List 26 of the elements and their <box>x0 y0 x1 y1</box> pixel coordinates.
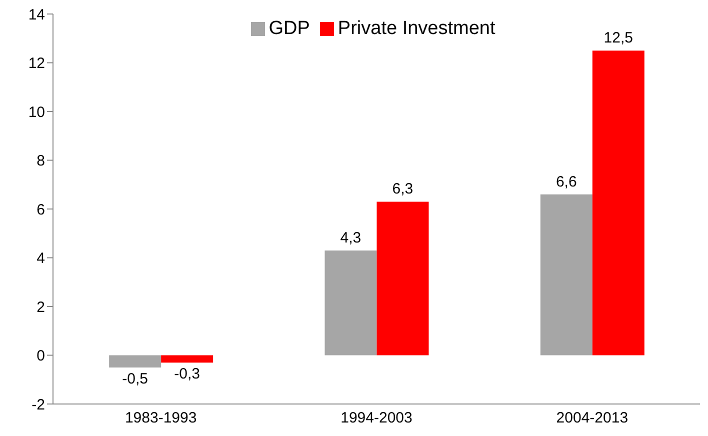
data-label: 6,3 <box>392 180 414 198</box>
y-tick-label: 6 <box>36 201 45 218</box>
x-tick-label: 1983-1993 <box>124 410 197 427</box>
y-tick-label: 8 <box>36 152 45 170</box>
legend-label: Private Investment <box>338 18 496 39</box>
bar <box>109 355 162 368</box>
y-tick-label: 12 <box>28 55 45 72</box>
y-tick-label: -2 <box>32 396 45 414</box>
bar <box>540 194 592 356</box>
x-tick-label: 2004-2013 <box>556 410 628 427</box>
bar <box>161 355 214 363</box>
data-label: -0,5 <box>122 370 148 388</box>
x-tick-label: 1994-2003 <box>340 410 412 427</box>
data-label: 12,5 <box>604 30 634 47</box>
legend-label: GDP <box>268 18 310 39</box>
data-label: 4,3 <box>340 229 362 246</box>
bar <box>592 50 644 356</box>
data-label: -0,3 <box>174 366 200 383</box>
y-tick-label: 14 <box>28 6 45 24</box>
bar <box>376 202 429 356</box>
data-label: 6,6 <box>556 173 577 190</box>
y-tick-label: 10 <box>28 104 45 121</box>
y-tick-label: 0 <box>36 348 45 365</box>
bar <box>324 250 377 356</box>
y-tick-label: 4 <box>36 250 45 268</box>
y-tick-label: 2 <box>36 298 45 316</box>
